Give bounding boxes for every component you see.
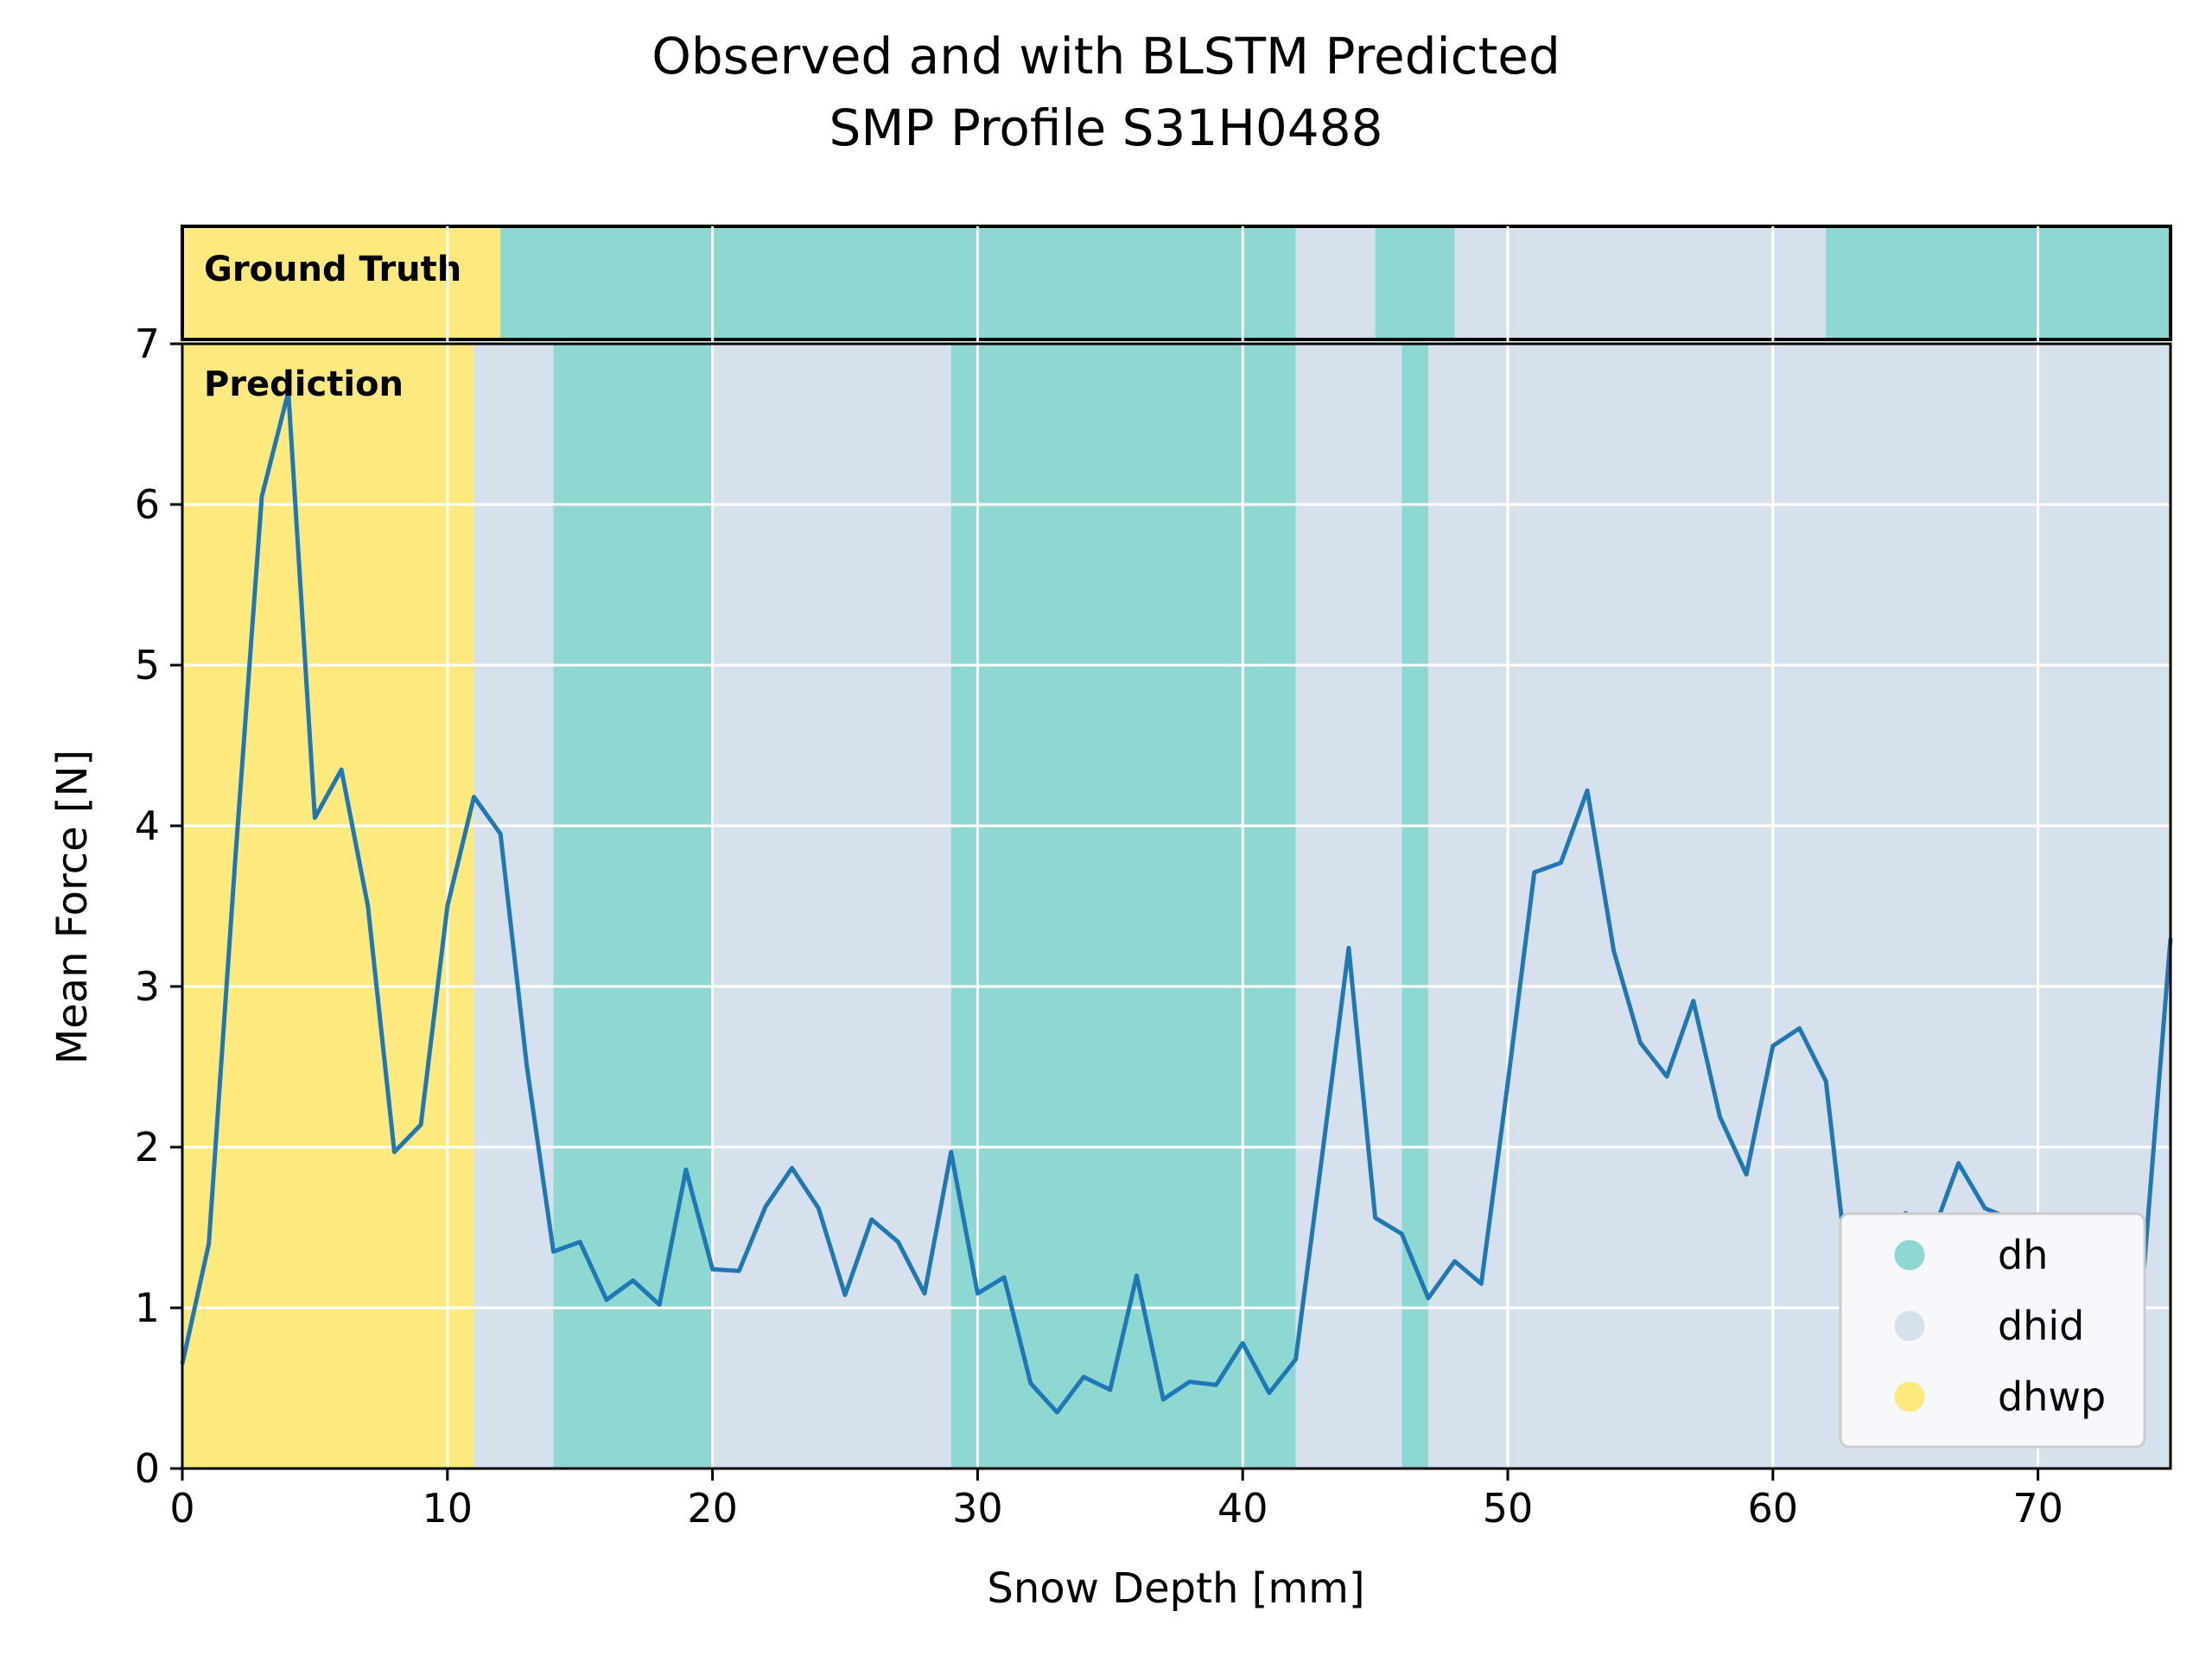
- prediction-band: [950, 344, 1296, 1469]
- y-tick-label: 6: [135, 481, 160, 528]
- x-tick-label: 60: [1748, 1485, 1799, 1532]
- x-axis-ticks: 0 10 20 30 40 50 60 70: [169, 1469, 2063, 1532]
- x-tick-label: 0: [169, 1485, 194, 1532]
- ground-truth-band: [1295, 226, 1376, 339]
- legend-marker-dh: [1894, 1240, 1925, 1271]
- ground-truth-label: Ground Truth: [204, 250, 461, 289]
- ground-truth-band: [500, 226, 1296, 339]
- x-tick-label: 50: [1483, 1485, 1534, 1532]
- x-tick-label: 20: [687, 1485, 738, 1532]
- x-tick-label: 70: [2012, 1485, 2063, 1532]
- prediction-label: Prediction: [204, 365, 404, 404]
- y-tick-label: 4: [135, 802, 160, 849]
- ground-truth-band: [1375, 226, 1455, 339]
- ground-truth-band: [1454, 226, 1827, 339]
- ground-truth-panel-frame: [181, 225, 2172, 341]
- y-tick-label: 0: [135, 1445, 160, 1492]
- x-axis-label: Snow Depth [mm]: [987, 1564, 1364, 1613]
- legend-label-dhwp: dhwp: [1998, 1373, 2106, 1420]
- y-tick-label: 1: [135, 1285, 160, 1331]
- chart-title-line-1: Observed and with BLSTM Predicted: [652, 27, 1560, 86]
- prediction-band: [474, 344, 554, 1469]
- x-tick-label: 10: [423, 1485, 474, 1532]
- legend-label-dh: dh: [1998, 1232, 2048, 1278]
- legend-marker-dhid: [1894, 1310, 1925, 1342]
- legend-label-dhid: dhid: [1998, 1303, 2084, 1349]
- prediction-band: [712, 344, 951, 1469]
- prediction-bands: [182, 344, 2171, 1469]
- ground-truth-bands: [182, 226, 2171, 339]
- y-axis-ticks: 0 1 2 3 4 5 6 7: [135, 320, 182, 1492]
- plot-area-frame: [181, 342, 2172, 1470]
- legend-marker-dhwp: [1894, 1381, 1925, 1412]
- x-tick-label: 40: [1217, 1485, 1268, 1532]
- mean-force-line: [180, 390, 2173, 1415]
- y-tick-label: 5: [135, 642, 160, 688]
- y-tick-label: 3: [135, 963, 160, 1010]
- y-tick-label: 2: [135, 1124, 160, 1170]
- prediction-band: [1402, 344, 1428, 1469]
- y-tick-label: 7: [135, 320, 160, 367]
- legend: dh dhid dhwp: [1839, 1212, 2146, 1449]
- ground-truth-band: [1826, 226, 2171, 339]
- chart-title-line-2: SMP Profile S31H0488: [830, 98, 1383, 157]
- y-axis-label: Mean Force [N]: [48, 750, 97, 1065]
- x-tick-label: 30: [952, 1485, 1003, 1532]
- prediction-band: [1295, 344, 1402, 1469]
- prediction-band: [553, 344, 713, 1469]
- prediction-band: [182, 344, 474, 1469]
